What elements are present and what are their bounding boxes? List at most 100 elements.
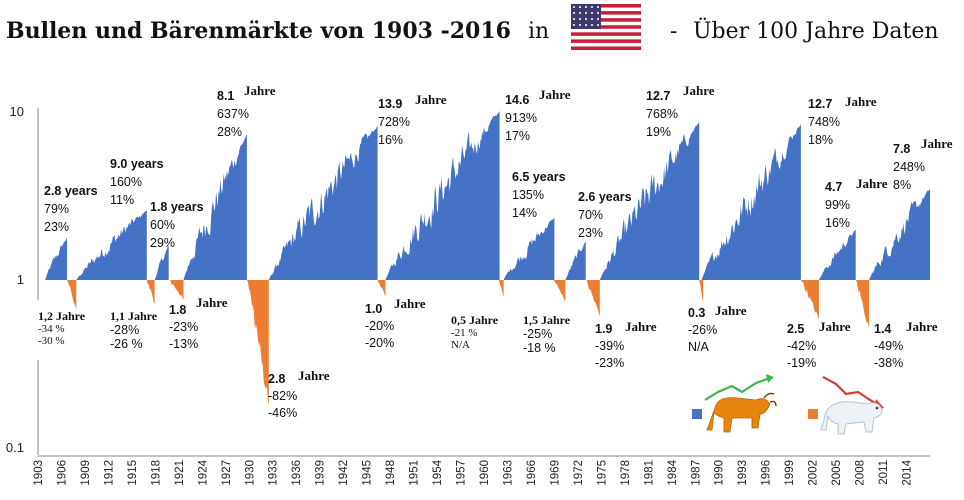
bear-market-area bbox=[699, 280, 704, 302]
bear-duration-label: 0,5 Jahre bbox=[451, 313, 499, 327]
bull-gain-label: 728% bbox=[378, 115, 410, 129]
x-tick-label: 2014 bbox=[902, 459, 914, 485]
flag-star bbox=[579, 18, 581, 20]
bull-gain-label: 70% bbox=[578, 208, 603, 222]
bear-unit-label: Jahre bbox=[298, 368, 330, 383]
bear-unit-label: Jahre bbox=[625, 319, 657, 334]
bull-unit-label: Jahre bbox=[683, 83, 715, 98]
bull-market-area bbox=[869, 189, 930, 280]
bull-market-area bbox=[45, 237, 67, 280]
bear-market-area bbox=[168, 280, 184, 300]
bear-market-area bbox=[585, 280, 600, 317]
bear-loss-label: -39% bbox=[595, 339, 624, 353]
bull-duration-label: 2.8 years bbox=[44, 184, 98, 198]
bull-annual-label: 16% bbox=[378, 133, 403, 147]
bull-unit-label: Jahre bbox=[415, 92, 447, 107]
bear-duration-label: 0.3 bbox=[688, 306, 705, 320]
x-tick-label: 1942 bbox=[338, 460, 350, 486]
bull-market-area bbox=[701, 124, 801, 280]
bear-duration-label: 1,2 Jahre bbox=[38, 309, 86, 323]
bull-annual-label: 23% bbox=[44, 220, 69, 234]
x-tick-label: 2002 bbox=[808, 460, 820, 486]
bull-gain-label: 637% bbox=[217, 107, 249, 121]
x-tick-label: 1909 bbox=[80, 460, 92, 486]
bear-duration-label: 1,5 Jahre bbox=[523, 313, 571, 327]
bull-gain-label: 748% bbox=[808, 115, 840, 129]
bear-loss-label: -25% bbox=[523, 327, 552, 341]
x-tick-label: 1933 bbox=[268, 460, 280, 486]
bull-duration-label: 12.7 bbox=[808, 97, 832, 111]
bear-annual-label: -30 % bbox=[38, 335, 65, 347]
bear-annual-label: -13% bbox=[169, 337, 198, 351]
bear-annual-label: -46% bbox=[268, 406, 297, 420]
x-tick-label: 1936 bbox=[291, 460, 303, 486]
bull-duration-label: 13.9 bbox=[378, 97, 402, 111]
bear-annual-label: N/A bbox=[688, 340, 710, 354]
bull-unit-label: Jahre bbox=[856, 176, 888, 191]
bear-annual-label: -20% bbox=[365, 336, 394, 350]
x-tick-label: 1954 bbox=[432, 459, 444, 485]
flag-stripe bbox=[571, 4, 641, 8]
bull-market-area bbox=[599, 122, 700, 280]
bull-duration-label: 1.8 years bbox=[150, 200, 204, 214]
x-tick-label: 1963 bbox=[502, 460, 514, 486]
bull-duration-label: 14.6 bbox=[505, 93, 529, 107]
flag-stripe bbox=[571, 25, 641, 29]
bear-duration-label: 2.5 bbox=[787, 322, 804, 336]
bear-loss-label: -21 % bbox=[451, 327, 478, 339]
bull-annual-label: 28% bbox=[217, 125, 242, 139]
legend-bull-swatch bbox=[692, 409, 702, 419]
y-tick-label: 0.1 bbox=[6, 440, 24, 455]
bear-annual-label: -19% bbox=[787, 356, 816, 370]
chart-title: Bullen und Bärenmärkte von 1903 -2016 bbox=[6, 18, 511, 44]
bear-market-area bbox=[498, 280, 504, 298]
bear-loss-label: -34 % bbox=[38, 323, 65, 335]
flag-star bbox=[573, 6, 575, 8]
bull-unit-label: Jahre bbox=[539, 87, 571, 102]
bear-loss-label: -49% bbox=[874, 339, 903, 353]
bear-unit-label: Jahre bbox=[819, 319, 851, 334]
bull-annual-label: 8% bbox=[893, 178, 911, 192]
flag-stripe bbox=[571, 11, 641, 15]
x-tick-label: 1972 bbox=[573, 460, 585, 486]
x-axis: 1903 1906 1909 1912 1915 1918 1921 1924 1927 1930… bbox=[33, 455, 930, 486]
x-tick-label: 1927 bbox=[221, 460, 233, 486]
flag-stripe bbox=[571, 18, 641, 22]
bear-market-area bbox=[146, 280, 155, 304]
x-tick-label: 1993 bbox=[737, 460, 749, 486]
bear-market-area bbox=[800, 280, 819, 320]
x-tick-label: 1975 bbox=[596, 460, 608, 486]
x-tick-label: 1990 bbox=[714, 460, 726, 486]
flag-star bbox=[573, 24, 575, 26]
bull-unit-label: Jahre bbox=[845, 94, 877, 109]
x-tick-label: 1924 bbox=[197, 459, 209, 485]
bull-gain-label: 135% bbox=[512, 188, 544, 202]
x-tick-label: 1966 bbox=[526, 460, 538, 486]
y-tick-label: 10 bbox=[10, 104, 24, 119]
flag-star bbox=[597, 18, 599, 20]
bear-duration-label: 2.8 bbox=[268, 372, 285, 386]
bull-gain-label: 99% bbox=[825, 198, 850, 212]
bull-annual-label: 11% bbox=[110, 193, 134, 207]
flag-stripe bbox=[571, 32, 641, 36]
flag-star bbox=[591, 12, 593, 14]
bull-market-area bbox=[818, 229, 856, 280]
flag-star bbox=[573, 18, 575, 20]
bear-loss-label: -26% bbox=[688, 323, 717, 337]
x-tick-label: 1915 bbox=[127, 460, 139, 486]
bull-duration-label: 8.1 bbox=[217, 89, 234, 103]
bear-annual-label: -18 % bbox=[523, 341, 556, 355]
flag-stripe bbox=[571, 39, 641, 43]
bear-annual-label: -26 % bbox=[110, 337, 143, 351]
bear-loss-label: -42% bbox=[787, 339, 816, 353]
bear-unit-label: Jahre bbox=[394, 296, 426, 311]
legend bbox=[692, 374, 884, 435]
flag-stripe bbox=[571, 46, 641, 50]
x-tick-label: 1948 bbox=[385, 460, 397, 486]
bear-annual-label: -23% bbox=[595, 356, 624, 370]
bear-market-area bbox=[855, 280, 869, 330]
bull-market-area bbox=[183, 134, 247, 280]
x-tick-label: 2008 bbox=[855, 460, 867, 486]
flag-star bbox=[597, 24, 599, 26]
bull-market-area bbox=[268, 125, 378, 280]
